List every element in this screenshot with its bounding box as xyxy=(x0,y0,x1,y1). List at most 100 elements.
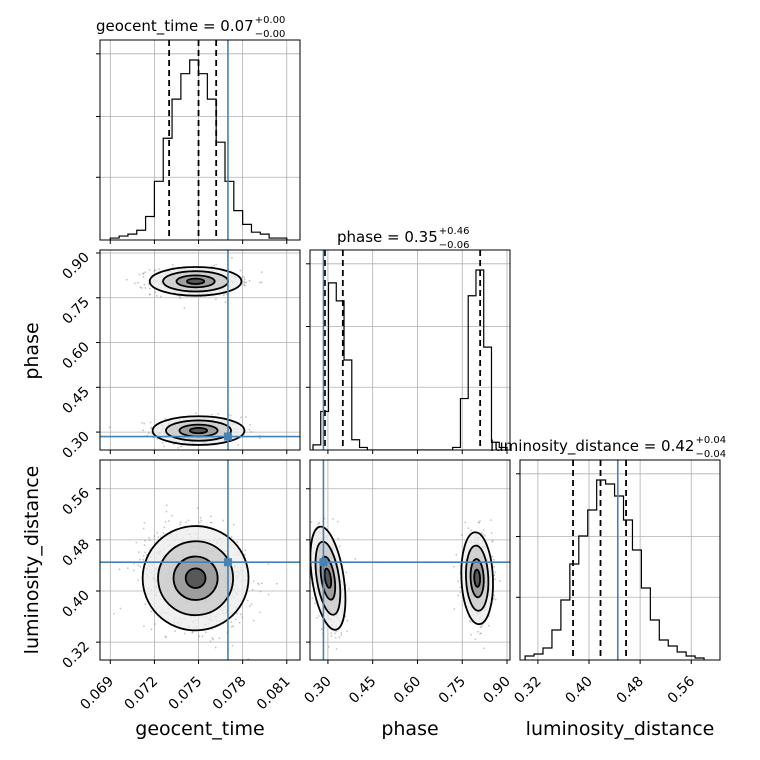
scatter-point xyxy=(179,445,182,448)
scatter-point xyxy=(163,526,166,529)
scatter-point xyxy=(259,590,262,593)
scatter-point xyxy=(490,532,493,534)
hist-panel-luminosity-distance xyxy=(516,459,721,664)
scatter-point xyxy=(232,523,235,526)
scatter-point xyxy=(252,619,255,622)
scatter-point xyxy=(259,437,261,440)
scatter-point xyxy=(118,568,121,571)
scatter-point xyxy=(147,432,150,435)
scatter-point xyxy=(199,516,202,519)
scatter-point xyxy=(491,555,494,558)
xtick-label-geocent-time: 0.078 xyxy=(210,674,250,714)
scatter-point xyxy=(459,586,462,589)
scatter-point xyxy=(113,612,115,615)
scatter-point xyxy=(311,597,314,600)
scatter-point xyxy=(194,412,197,415)
title-plus: +0.46 xyxy=(439,226,470,237)
scatter-point xyxy=(457,580,460,583)
scatter-point xyxy=(459,591,462,594)
ytick-label-luminosity-distance: 0.48 xyxy=(59,536,92,569)
scatter-point xyxy=(165,504,168,507)
scatter-point xyxy=(142,558,145,561)
scatter-point xyxy=(143,544,146,547)
scatter-point xyxy=(153,270,156,272)
scatter-point xyxy=(163,445,166,448)
scatter-point xyxy=(218,637,221,640)
scatter-point xyxy=(346,630,348,633)
scatter-point xyxy=(126,567,129,570)
scatter-point xyxy=(183,306,186,309)
contour xyxy=(165,419,232,442)
scatter-point xyxy=(209,515,212,518)
scatter-point xyxy=(135,541,138,544)
scatter-point xyxy=(191,632,194,634)
xlabel-luminosity-distance: luminosity_distance xyxy=(526,718,715,740)
scatter-point xyxy=(490,519,492,522)
title-plus: +0.00 xyxy=(255,15,286,26)
scatter-point xyxy=(246,599,249,602)
contour xyxy=(323,567,333,589)
scatter-point xyxy=(240,416,242,419)
scatter-point xyxy=(108,426,111,429)
panel-border xyxy=(99,459,301,661)
scatter-point xyxy=(164,635,167,638)
scatter-point xyxy=(142,554,145,557)
xtick-label-luminosity-distance: 0.48 xyxy=(614,674,647,707)
scatter-point xyxy=(143,283,146,286)
panel-luminosity-distance-vs-phase xyxy=(306,459,511,664)
scatter-point xyxy=(144,287,147,289)
scatter-point xyxy=(467,527,470,530)
scatter-point xyxy=(260,271,263,274)
density-level xyxy=(186,278,205,285)
scatter-point xyxy=(477,521,480,524)
scatter-point xyxy=(171,263,174,266)
scatter-point xyxy=(133,562,136,565)
scatter-point xyxy=(335,630,338,633)
scatter-point xyxy=(267,593,270,596)
contour xyxy=(186,277,206,285)
xtick-label-geocent-time: 0.081 xyxy=(254,674,294,714)
scatter-point xyxy=(181,445,183,448)
scatter-point xyxy=(258,281,261,284)
scatter-point xyxy=(460,534,463,536)
scatter-point xyxy=(237,444,240,446)
scatter-point xyxy=(144,271,147,274)
scatter-point xyxy=(455,553,458,556)
density-level xyxy=(185,568,206,588)
ylabel-phase: phase xyxy=(21,322,43,379)
scatter-point xyxy=(260,582,263,585)
scatter-point xyxy=(241,616,244,619)
xtick-label-phase: 0.75 xyxy=(436,674,469,707)
title-base: luminosity_distance = 0.42 xyxy=(490,437,694,456)
scatter-point xyxy=(138,551,140,554)
scatter-point xyxy=(150,628,153,631)
scatter-point xyxy=(174,630,176,632)
xtick-label-luminosity-distance: 0.56 xyxy=(665,673,698,706)
scatter-point xyxy=(476,630,479,633)
xtick-label-luminosity-distance: 0.32 xyxy=(511,674,544,707)
contour xyxy=(151,415,246,446)
xtick-label-phase: 0.30 xyxy=(301,674,334,707)
scatter-point xyxy=(125,278,128,281)
scatter-point xyxy=(230,625,233,628)
scatter-point xyxy=(236,541,239,544)
scatter-point xyxy=(149,421,152,424)
title-minus: −0.04 xyxy=(695,449,726,460)
scatter-point xyxy=(470,529,473,532)
scatter-point xyxy=(138,273,141,276)
scatter-point xyxy=(154,623,157,625)
title-phase: phase = 0.35 +0.46 −0.06 xyxy=(337,226,469,251)
scatter-point xyxy=(354,557,357,560)
xtick-label-geocent-time: 0.072 xyxy=(122,674,162,714)
scatter-point xyxy=(214,646,217,649)
scatter-point xyxy=(243,282,246,284)
xtick-label-phase: 0.90 xyxy=(480,674,513,707)
scatter-point xyxy=(234,618,237,621)
scatter-point xyxy=(317,523,320,525)
scatter-point xyxy=(482,529,485,532)
scatter-point xyxy=(143,521,146,524)
scatter-point xyxy=(209,640,212,643)
scatter-point xyxy=(231,644,234,647)
contour xyxy=(184,567,207,589)
scatter-point xyxy=(482,533,485,536)
